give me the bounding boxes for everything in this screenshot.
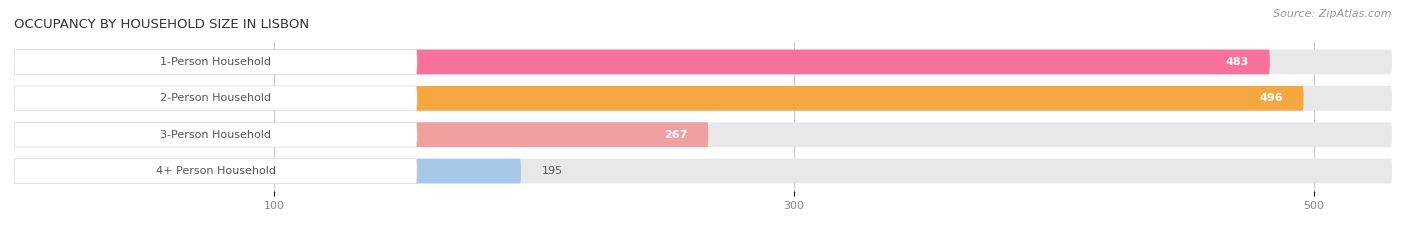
Text: OCCUPANCY BY HOUSEHOLD SIZE IN LISBON: OCCUPANCY BY HOUSEHOLD SIZE IN LISBON [14, 18, 309, 31]
FancyBboxPatch shape [14, 50, 1270, 74]
FancyBboxPatch shape [14, 122, 1392, 147]
FancyBboxPatch shape [14, 122, 418, 147]
FancyBboxPatch shape [14, 50, 1392, 74]
Text: 3-Person Household: 3-Person Household [160, 130, 271, 140]
FancyBboxPatch shape [14, 86, 1392, 111]
Text: 483: 483 [1226, 57, 1249, 67]
Text: Source: ZipAtlas.com: Source: ZipAtlas.com [1274, 9, 1392, 19]
Text: 195: 195 [541, 166, 562, 176]
FancyBboxPatch shape [14, 122, 709, 147]
Text: 2-Person Household: 2-Person Household [160, 93, 271, 103]
FancyBboxPatch shape [14, 159, 522, 183]
FancyBboxPatch shape [14, 86, 1303, 111]
Text: 496: 496 [1260, 93, 1282, 103]
FancyBboxPatch shape [14, 159, 418, 183]
FancyBboxPatch shape [14, 86, 418, 111]
FancyBboxPatch shape [14, 159, 1392, 183]
Text: 267: 267 [664, 130, 688, 140]
Text: 1-Person Household: 1-Person Household [160, 57, 271, 67]
Text: 4+ Person Household: 4+ Person Household [156, 166, 276, 176]
FancyBboxPatch shape [14, 50, 418, 74]
